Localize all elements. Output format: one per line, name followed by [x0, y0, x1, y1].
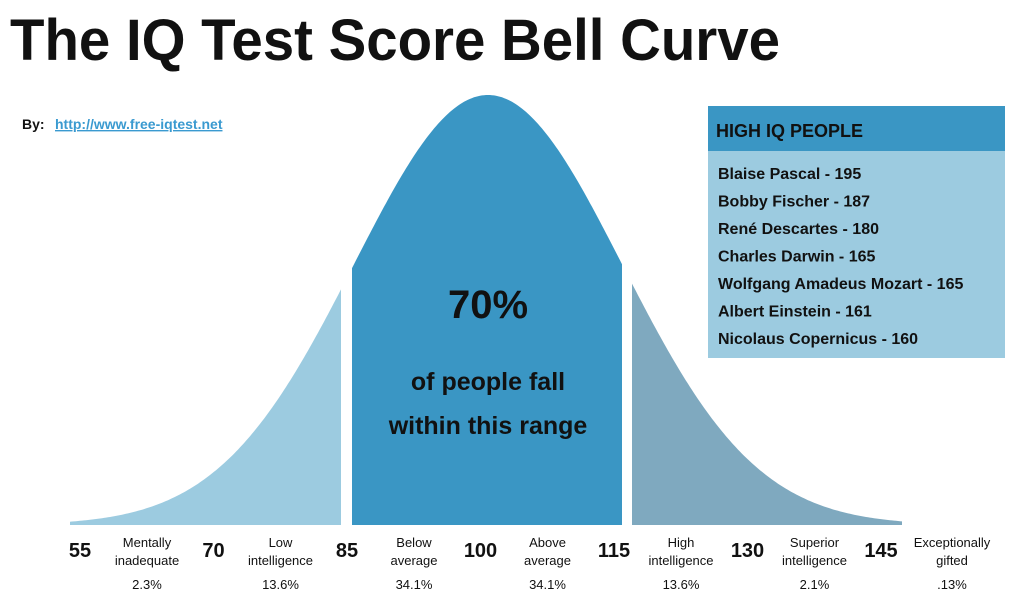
center-text: within this range — [388, 412, 588, 440]
byline-label: By: — [22, 116, 45, 132]
person: Wolfgang Amadeus Mozart - 165 — [718, 276, 963, 293]
curve-segment — [70, 289, 341, 525]
range-percent: 34.1% — [529, 577, 566, 592]
range-percent: 34.1% — [396, 577, 433, 592]
scale-label: 130 — [731, 540, 764, 562]
box-header — [708, 106, 1005, 151]
range-label: gifted — [936, 553, 968, 568]
range-label: Exceptionally — [914, 535, 991, 550]
range-percent: 2.3% — [132, 577, 162, 592]
scale-label: 55 — [69, 540, 91, 562]
curve-segment — [632, 283, 902, 525]
scale-label: 100 — [464, 540, 497, 562]
range-percent: .13% — [937, 577, 967, 592]
person: René Descartes - 180 — [718, 221, 879, 238]
range-label: inadequate — [115, 553, 179, 568]
box-heading: HIGH IQ PEOPLE — [716, 121, 863, 141]
range-label: Superior — [790, 535, 840, 550]
person: Charles Darwin - 165 — [718, 249, 876, 266]
range-label: intelligence — [782, 553, 847, 568]
person: Bobby Fischer - 187 — [718, 194, 870, 211]
title: The IQ Test Score Bell Curve — [10, 8, 780, 73]
range-label: average — [524, 553, 571, 568]
person: Blaise Pascal - 195 — [718, 166, 861, 183]
curve-segment — [352, 95, 622, 525]
range-label: average — [391, 553, 438, 568]
scale-label: 70 — [202, 540, 224, 562]
range-label: Below — [396, 535, 432, 550]
center-text: of people fall — [411, 368, 565, 396]
range-label: intelligence — [648, 553, 713, 568]
person: Nicolaus Copernicus - 160 — [718, 331, 918, 348]
center-percent: 70% — [448, 283, 528, 327]
person: Albert Einstein - 161 — [718, 304, 872, 321]
range-percent: 13.6% — [262, 577, 299, 592]
range-label: Low — [269, 535, 293, 550]
bell-curve — [70, 95, 902, 525]
range-label: intelligence — [248, 553, 313, 568]
box-body — [708, 151, 1005, 358]
range-percent: 13.6% — [663, 577, 700, 592]
byline-link[interactable]: http://www.free-iqtest.net — [55, 116, 223, 132]
scale-label: 115 — [598, 540, 630, 562]
range-label: High — [668, 535, 695, 550]
scale-label: 85 — [336, 540, 358, 562]
scale-label: 145 — [864, 540, 897, 562]
range-label: Mentally — [123, 535, 172, 550]
range-label: Above — [529, 535, 566, 550]
range-percent: 2.1% — [800, 577, 830, 592]
